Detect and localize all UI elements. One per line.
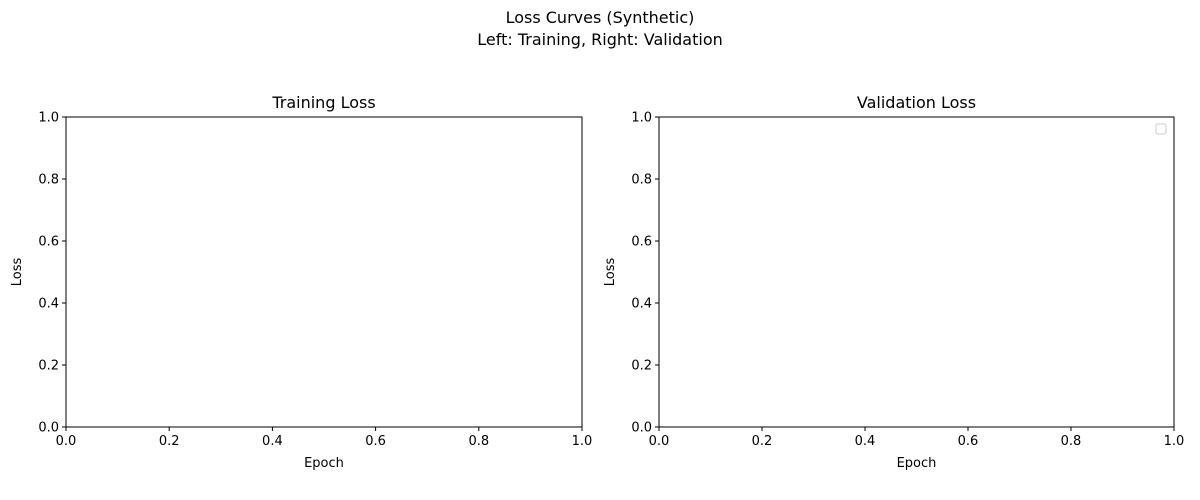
legend-box xyxy=(1155,123,1167,135)
x-tick-label: 0.6 xyxy=(365,434,386,449)
x-tick-label: 0.0 xyxy=(649,434,670,449)
y-tick-label: 0.6 xyxy=(38,235,59,250)
y-tick-label: 0.0 xyxy=(38,421,59,436)
x-tick-label: 0.6 xyxy=(958,434,979,449)
x-axis-label: Epoch xyxy=(897,456,937,471)
x-tick-label: 0.8 xyxy=(468,434,489,449)
plot-area xyxy=(658,116,1175,428)
y-tick-label: 0.2 xyxy=(38,359,59,374)
y-axis-label: Loss xyxy=(10,258,25,287)
chart-panel-1: Training Loss 0.0 0.2 0.4 0.6 0.8 1.0 0.0 0.2 0.4… xyxy=(10,93,592,471)
x-tick-label: 0.4 xyxy=(262,434,283,449)
y-tick-label: 0.2 xyxy=(631,359,652,374)
y-tick-label: 0.0 xyxy=(631,421,652,436)
y-tick-label: 0.8 xyxy=(38,173,59,188)
chart-panel-2: Validation Loss 0.0 0.2 0.4 0.6 0.8 1.0 0.0 0.2 0… xyxy=(603,93,1184,471)
chart-title: Training Loss xyxy=(271,93,375,112)
figure-title: Loss Curves (Synthetic) xyxy=(505,8,695,27)
figure-subtitle: Left: Training, Right: Validation xyxy=(477,30,723,49)
x-tick-label: 0.0 xyxy=(56,434,77,449)
x-axis-label: Epoch xyxy=(304,456,344,471)
x-tick-label: 1.0 xyxy=(1164,434,1185,449)
y-axis-label: Loss xyxy=(603,258,618,287)
x-tick-label: 0.4 xyxy=(855,434,876,449)
y-tick-label: 0.4 xyxy=(38,297,59,312)
x-tick-label: 1.0 xyxy=(572,434,593,449)
x-tick-label: 0.8 xyxy=(1061,434,1082,449)
y-tick-label: 0.4 xyxy=(631,297,652,312)
y-tick-label: 1.0 xyxy=(631,111,652,126)
plot-area xyxy=(65,116,583,428)
x-tick-label: 0.2 xyxy=(752,434,773,449)
y-tick-label: 1.0 xyxy=(38,111,59,126)
chart-title: Validation Loss xyxy=(857,93,976,112)
y-tick-label: 0.8 xyxy=(631,173,652,188)
y-tick-label: 0.6 xyxy=(631,235,652,250)
x-tick-label: 0.2 xyxy=(159,434,180,449)
